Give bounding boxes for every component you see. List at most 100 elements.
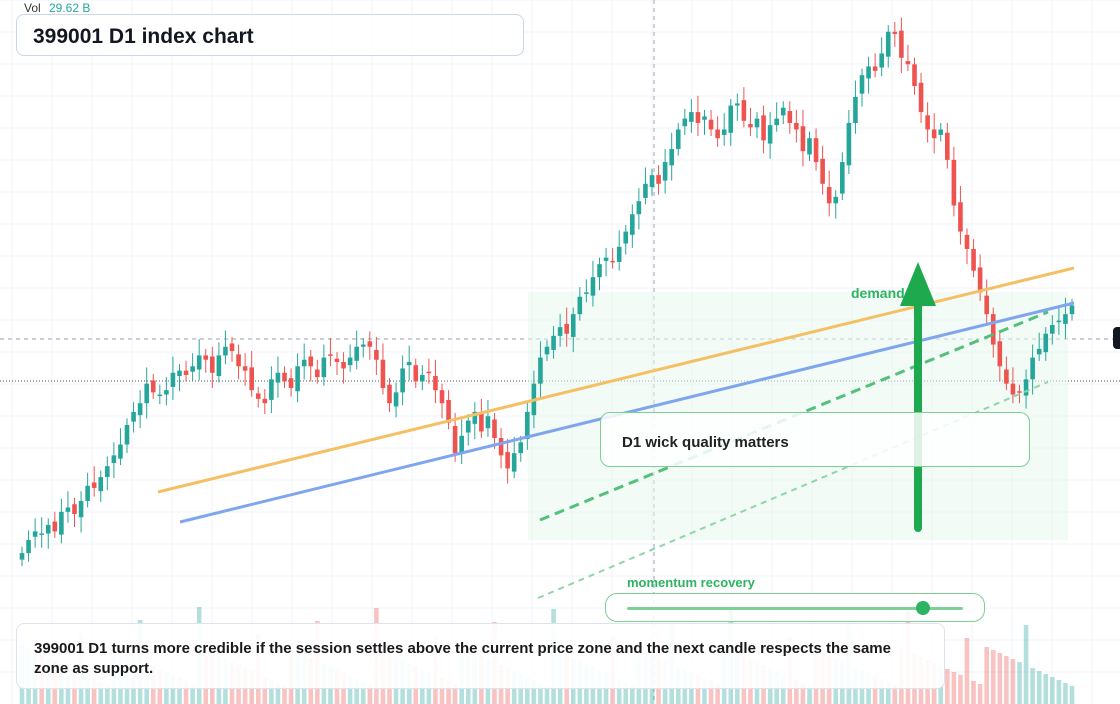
volume-bar	[1036, 671, 1042, 704]
candle-body	[866, 66, 871, 79]
candle-body	[820, 158, 825, 184]
candle-body	[1043, 333, 1049, 353]
candle-body	[538, 357, 543, 384]
volume-bar	[715, 684, 720, 704]
title-panel: 399001 D1 index chart	[16, 14, 524, 56]
slider-track[interactable]	[627, 607, 963, 610]
volume-bar	[1017, 662, 1022, 704]
candle-body	[846, 122, 852, 166]
candle-body	[702, 116, 707, 120]
volume-bar	[616, 679, 622, 704]
candle-body	[807, 138, 812, 155]
candle-body	[840, 162, 845, 194]
candle-body	[65, 507, 71, 512]
candle-body	[446, 399, 451, 423]
candle-body	[741, 100, 747, 121]
price-tag-icon[interactable]	[1113, 327, 1120, 349]
candle-body	[984, 295, 989, 315]
volume-bar	[98, 682, 104, 704]
candle-body	[347, 357, 353, 366]
volume-bar	[85, 676, 90, 704]
candle-body	[360, 344, 366, 347]
volume-bar	[262, 677, 268, 704]
candle-body	[1036, 348, 1042, 355]
slider-knob[interactable]	[915, 601, 930, 615]
candle-body	[196, 355, 202, 370]
candle-body	[656, 175, 661, 184]
volume-bar	[1056, 680, 1062, 704]
volume-bar	[183, 681, 189, 704]
candle-body	[150, 380, 156, 393]
candle-body	[485, 416, 491, 429]
caption-text: 399001 D1 turns more credible if the ses…	[34, 640, 891, 677]
candle-body	[1050, 325, 1055, 334]
volume-bar	[997, 653, 1003, 704]
volume-bar	[623, 682, 629, 704]
note-callout[interactable]: D1 wick quality matters	[600, 412, 1030, 467]
candle-body	[1063, 314, 1068, 324]
candle-body	[853, 96, 858, 123]
candle-body	[525, 411, 530, 440]
candle-body	[721, 129, 727, 135]
volume-bar	[951, 672, 957, 704]
candle-body	[413, 365, 419, 382]
candlesticks	[19, 17, 1075, 567]
candle-body	[177, 370, 182, 377]
volume-bar	[695, 675, 701, 704]
candle-body	[977, 267, 983, 293]
candle-body	[406, 361, 412, 366]
candle-body	[111, 455, 117, 463]
channel-dashed-lower	[537, 381, 1049, 599]
candle-body	[682, 118, 688, 127]
volume-bar	[439, 678, 445, 704]
volume-value: 29.62 B	[49, 1, 91, 15]
candle-body	[774, 118, 779, 126]
candle-body	[511, 453, 517, 472]
candle-body	[334, 358, 340, 362]
candle-body	[183, 370, 189, 375]
candle-body	[72, 504, 77, 514]
candle-body	[249, 367, 254, 391]
candle-body	[144, 383, 149, 404]
candle-body	[1017, 391, 1022, 393]
candle-body	[157, 394, 163, 397]
candle-body	[1004, 369, 1009, 384]
candle-body	[242, 366, 248, 371]
candle-body	[971, 248, 976, 271]
volume-bar	[971, 681, 976, 704]
candle-body	[459, 435, 464, 454]
volume-bar	[1004, 656, 1009, 704]
candle-body	[544, 346, 550, 355]
candle-body	[439, 390, 445, 404]
volume-bar	[105, 685, 110, 704]
caption-panel: 399001 D1 turns more credible if the ses…	[16, 623, 945, 689]
candle-body	[610, 260, 615, 263]
candle-body	[708, 119, 714, 130]
candle-body	[26, 540, 31, 554]
candle-body	[124, 424, 130, 445]
volume-bar	[347, 676, 353, 704]
volume-bar	[91, 679, 97, 704]
candle-body	[465, 420, 471, 433]
volume-bar	[282, 686, 287, 704]
candle-body	[105, 466, 110, 478]
candle-body	[420, 374, 425, 382]
volume-label: Vol	[24, 1, 41, 15]
candle-body	[1010, 383, 1016, 395]
candle-body	[91, 482, 97, 488]
candle-body	[879, 53, 884, 68]
candle-body	[669, 149, 674, 166]
momentum-slider[interactable]	[605, 593, 985, 622]
candle-body	[951, 159, 957, 206]
candle-body	[754, 118, 760, 128]
candle-body	[767, 125, 773, 144]
candle-body	[400, 368, 405, 393]
candle-body	[380, 359, 386, 388]
volume-bar	[544, 686, 550, 704]
candle-body	[210, 356, 215, 373]
candle-body	[328, 354, 333, 356]
candle-body	[551, 335, 556, 350]
candle-body	[39, 533, 44, 536]
candle-body	[570, 314, 576, 337]
candle-body	[78, 500, 84, 518]
